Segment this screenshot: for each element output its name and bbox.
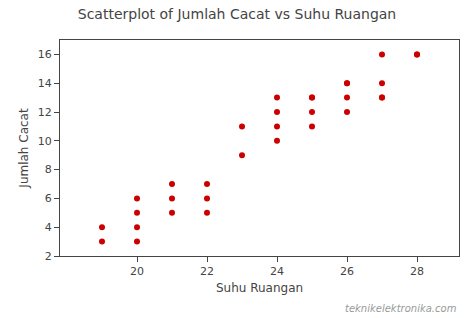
svg-text:24: 24	[270, 265, 284, 278]
svg-text:22: 22	[200, 265, 214, 278]
svg-text:Suhu Ruangan: Suhu Ruangan	[216, 281, 303, 295]
svg-text:4: 4	[45, 221, 52, 234]
svg-text:10: 10	[38, 135, 52, 148]
svg-text:20: 20	[130, 265, 144, 278]
svg-text:2: 2	[45, 250, 52, 263]
svg-text:6: 6	[45, 192, 52, 205]
svg-text:teknikelektronika.com: teknikelektronika.com	[345, 303, 457, 314]
svg-text:8: 8	[45, 163, 52, 176]
svg-text:26: 26	[340, 265, 354, 278]
svg-text:16: 16	[38, 48, 52, 61]
svg-text:Scatterplot of Jumlah Cacat vs: Scatterplot of Jumlah Cacat vs Suhu Ruan…	[78, 6, 397, 22]
svg-text:Jumlah Cacat: Jumlah Cacat	[17, 108, 31, 189]
svg-text:28: 28	[410, 265, 424, 278]
svg-text:14: 14	[38, 77, 52, 90]
svg-text:12: 12	[38, 106, 52, 119]
